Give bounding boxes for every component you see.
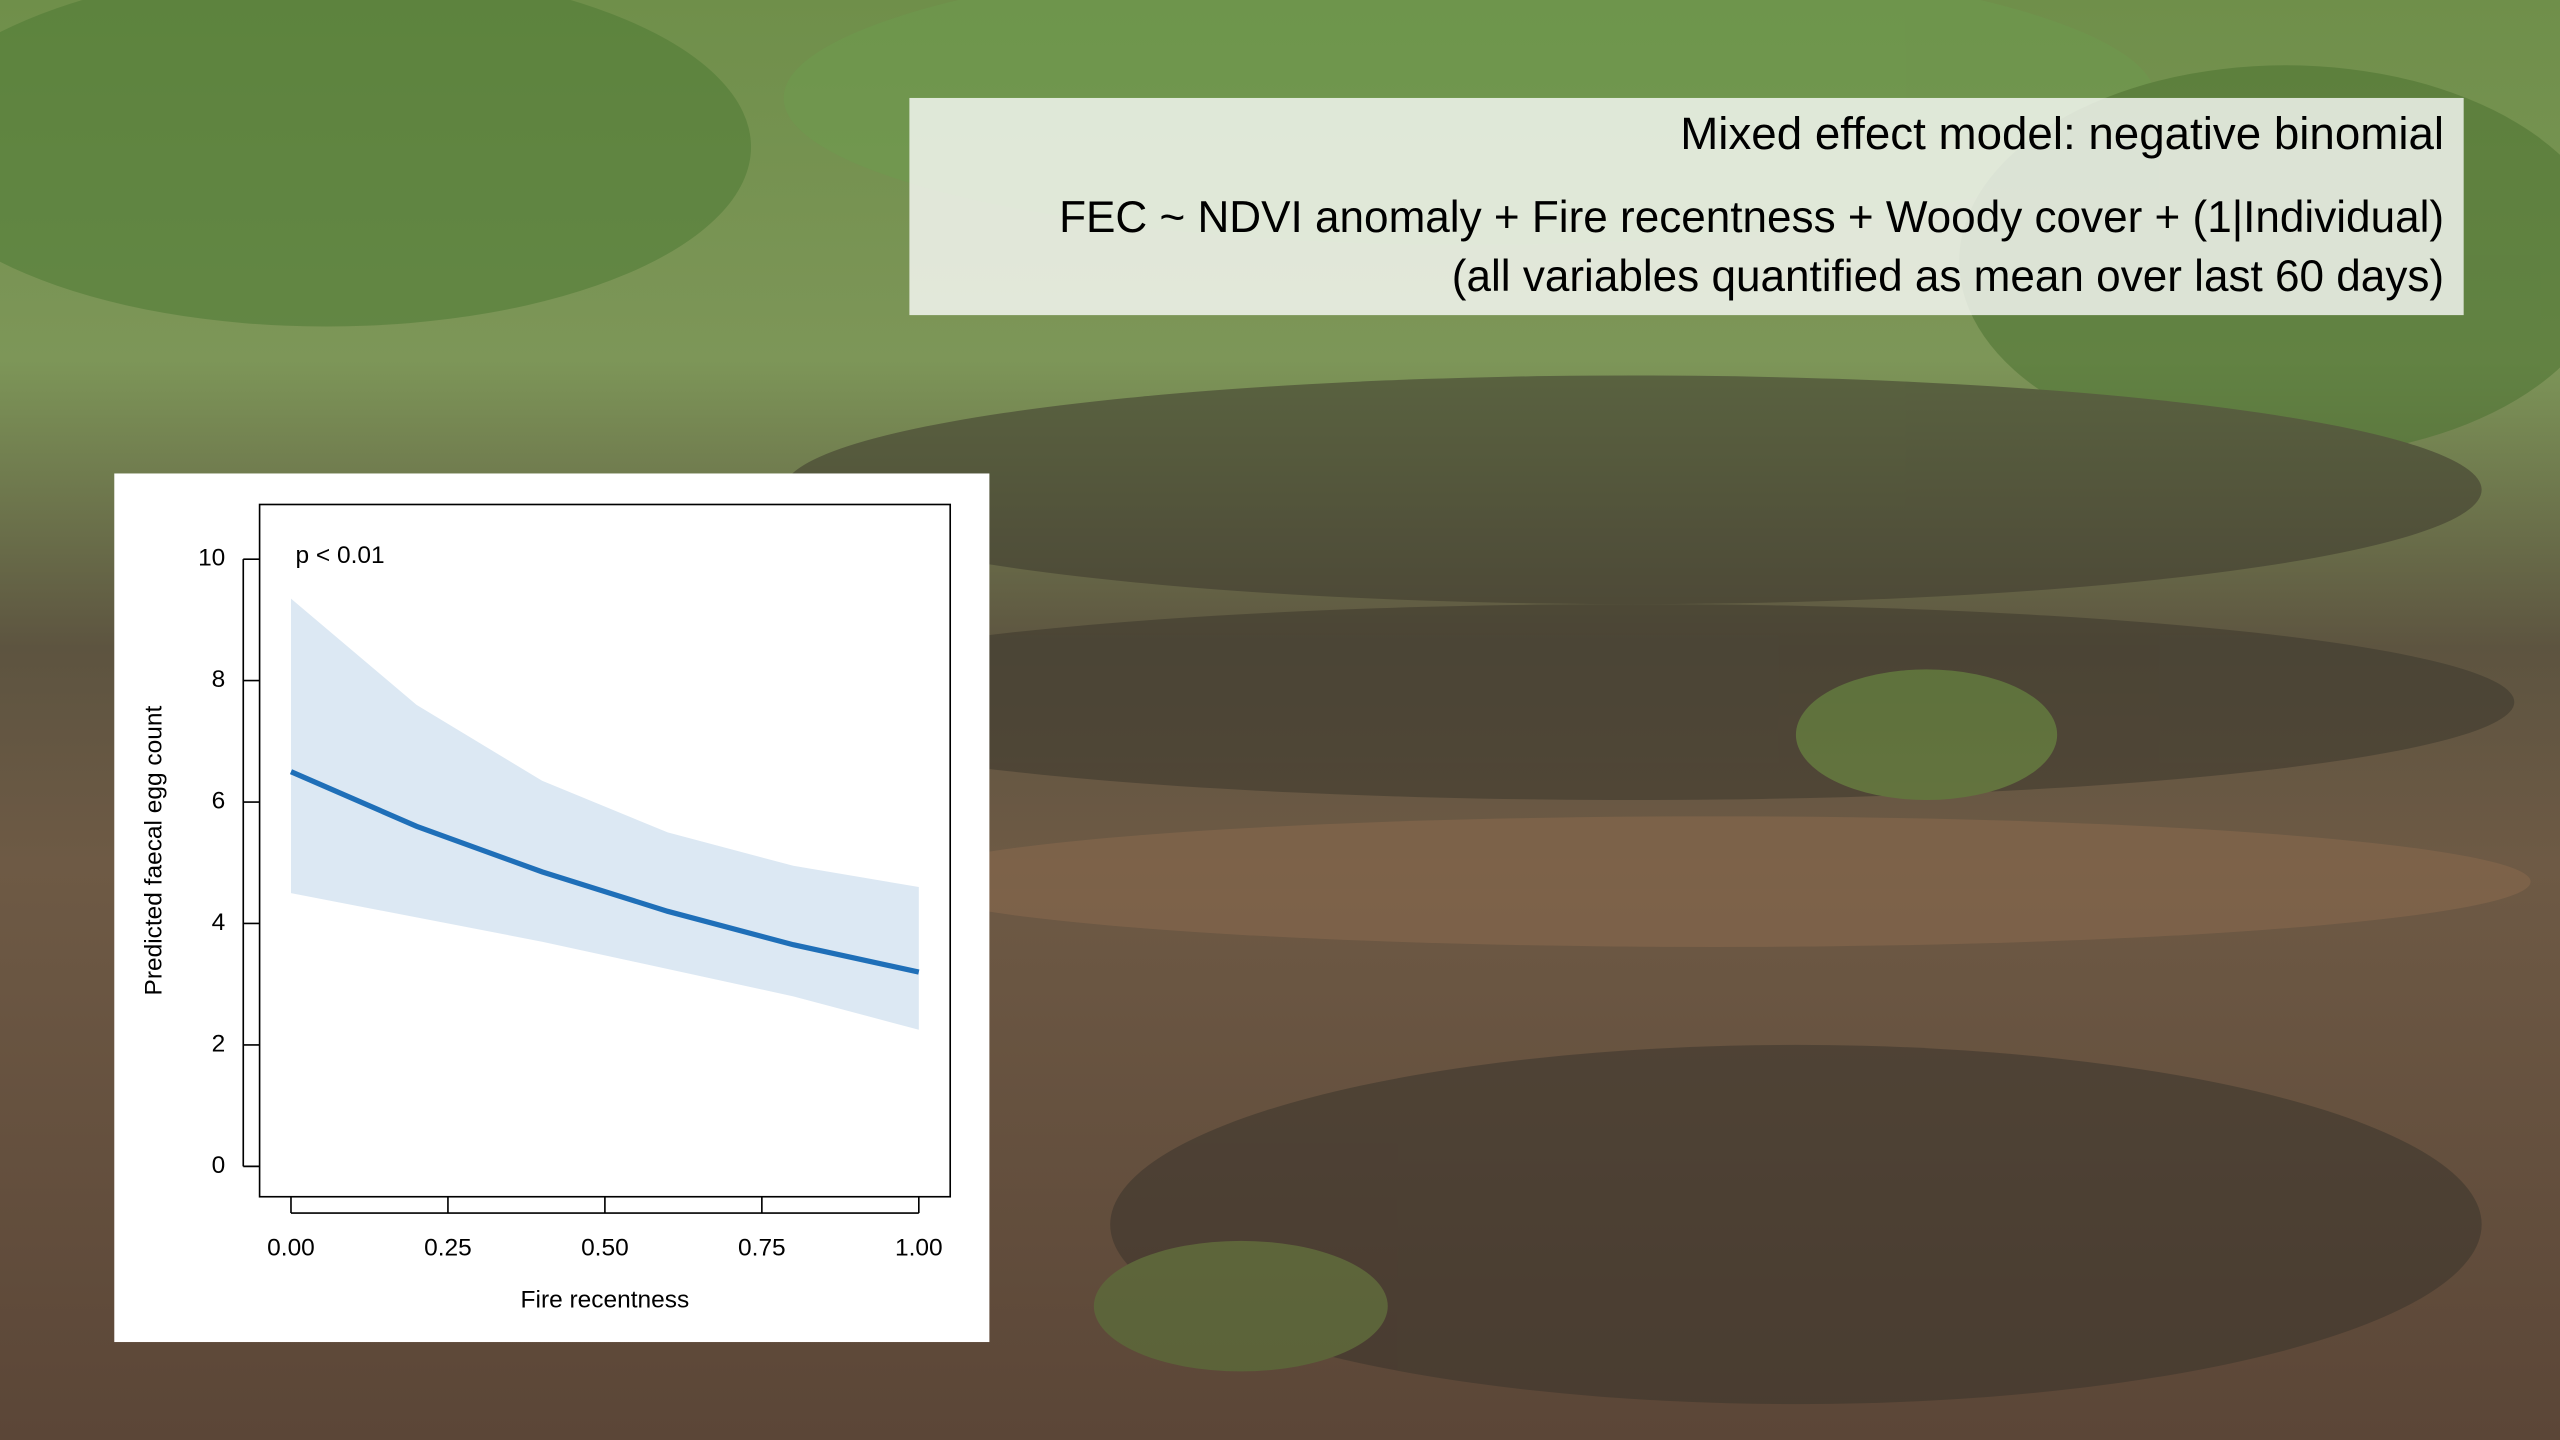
y-tick-label: 4	[212, 909, 226, 936]
x-tick-label: 0.50	[581, 1234, 629, 1261]
model-formula: FEC ~ NDVI anomaly + Fire recentness + W…	[1059, 193, 2444, 242]
y-tick-label: 8	[212, 666, 226, 693]
x-tick-label: 1.00	[895, 1234, 943, 1261]
p-value: p < 0.01	[296, 542, 385, 569]
y-tick-label: 0	[212, 1152, 226, 1179]
y-tick-label: 6	[212, 788, 226, 815]
x-tick-label: 0.75	[738, 1234, 786, 1261]
y-tick-label: 2	[212, 1030, 226, 1057]
x-tick-label: 0.25	[424, 1234, 472, 1261]
page: {"slide": {"model_title": "Mixed effect …	[0, 0, 2560, 1440]
x-tick-label: 0.00	[267, 1234, 315, 1261]
y-axis-label: Predicted faecal egg count	[141, 706, 168, 996]
slide: Mixed effect model: negative binomial FE…	[0, 0, 2560, 1440]
x-axis-label: Fire recentness	[521, 1287, 690, 1314]
y-tick-label: 10	[198, 545, 225, 572]
model-note: (all variables quantified as mean over l…	[1452, 252, 2444, 301]
model-title: Mixed effect model: negative binomial	[1680, 108, 2444, 159]
